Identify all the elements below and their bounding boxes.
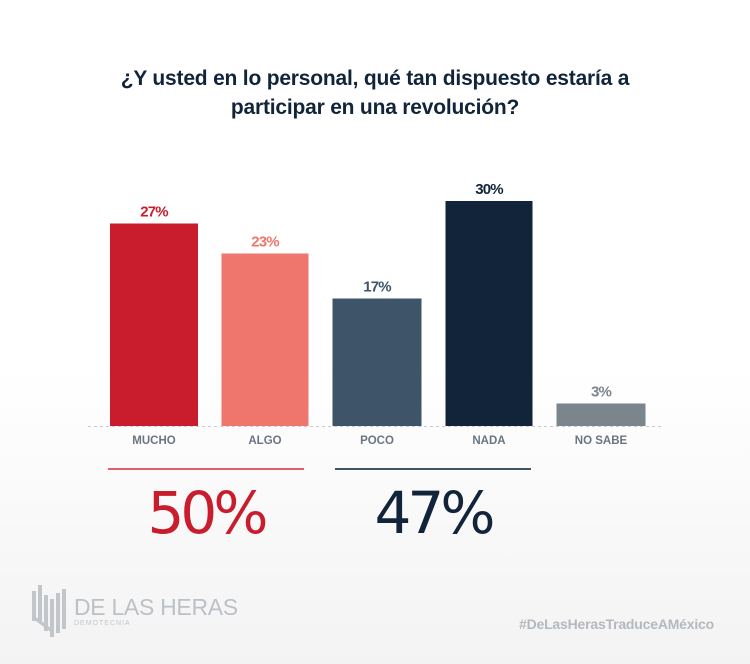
bar-algo: [221, 253, 309, 426]
category-label: NO SABE: [575, 435, 628, 447]
bar-value-label: 3%: [591, 384, 612, 401]
chart-title: ¿Y usted en lo personal, qué tan dispues…: [0, 64, 750, 122]
category-label: ALGO: [248, 435, 281, 447]
title-line-1: ¿Y usted en lo personal, qué tan dispues…: [120, 67, 630, 90]
logo: DE LAS HERAS DEMOTECNIA: [32, 585, 238, 637]
bar-no-sabe: [556, 403, 646, 426]
logo-mark-icon: [32, 585, 66, 637]
bar-chart: 27% MUCHO 23% ALGO 17% POCO 30% NADA 3% NO SABE: [88, 181, 662, 447]
summary-favorable: 50%: [108, 468, 304, 548]
bar-mucho: [110, 223, 198, 426]
category-label: NADA: [472, 435, 505, 447]
summary-rule-unfavorable: [335, 468, 531, 470]
bar-value-label: 27%: [140, 204, 168, 221]
logo-name: DE LAS HERAS: [74, 594, 238, 620]
bar-value-label: 30%: [475, 181, 503, 198]
bar-value-label: 17%: [363, 279, 391, 296]
hashtag: #DeLasHerasTraduceAMéxico: [519, 616, 714, 632]
bar-value-label: 23%: [251, 234, 279, 251]
logo-subtitle: DEMOTECNIA: [74, 620, 131, 627]
summary-unfavorable: 47%: [335, 468, 531, 548]
summary-value-favorable: 50%: [147, 479, 269, 547]
category-label: MUCHO: [132, 435, 175, 447]
summary-value-unfavorable: 47%: [374, 479, 496, 547]
category-label: POCO: [360, 435, 394, 447]
title-line-2: participar en una revolución?: [230, 96, 520, 119]
summary-rule-favorable: [108, 468, 304, 470]
bar-poco: [332, 298, 422, 426]
bar-nada: [445, 201, 533, 426]
